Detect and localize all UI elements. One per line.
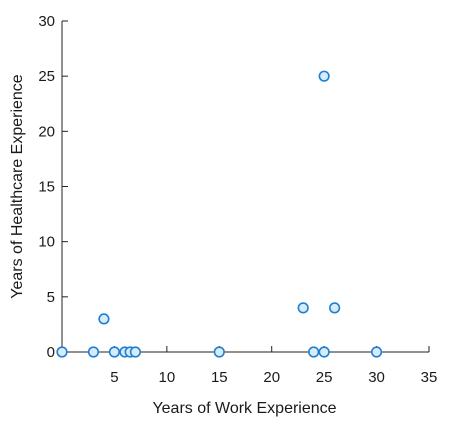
y-tick-label: 20 xyxy=(38,123,55,140)
data-point xyxy=(370,346,383,358)
data-points xyxy=(56,70,383,358)
x-tick-label: 10 xyxy=(159,369,176,386)
data-point xyxy=(98,313,110,325)
data-point xyxy=(318,346,330,358)
y-axis-label: Years of Healthcare Experience xyxy=(9,74,26,299)
y-tick-label: 25 xyxy=(38,68,55,85)
data-point xyxy=(56,346,68,358)
data-point xyxy=(108,346,121,358)
y-axis-ticks: 0 5 10 15 20 25 30 xyxy=(38,13,68,361)
data-point xyxy=(297,302,309,314)
x-tick-label: 30 xyxy=(368,369,385,386)
y-tick-label: 5 xyxy=(47,289,55,306)
y-tick-label: 0 xyxy=(47,344,55,361)
x-tick-label: 20 xyxy=(263,369,280,386)
x-tick-label: 25 xyxy=(316,369,333,386)
x-tick-label: 35 xyxy=(421,369,438,386)
x-tick-label: 5 xyxy=(110,369,118,386)
data-point xyxy=(318,70,330,82)
axes xyxy=(61,21,429,353)
data-point xyxy=(87,346,100,358)
data-point xyxy=(308,346,320,358)
y-tick-label: 10 xyxy=(38,234,55,251)
x-axis-label: Years of Work Experience xyxy=(152,400,336,417)
data-point xyxy=(213,346,225,358)
y-tick-label: 30 xyxy=(38,13,55,30)
data-point xyxy=(329,302,341,314)
data-point xyxy=(129,346,141,358)
x-axis-ticks: 5 10 15 20 25 30 35 xyxy=(110,346,437,386)
y-tick-label: 15 xyxy=(38,179,55,196)
x-tick-label: 15 xyxy=(211,369,228,386)
